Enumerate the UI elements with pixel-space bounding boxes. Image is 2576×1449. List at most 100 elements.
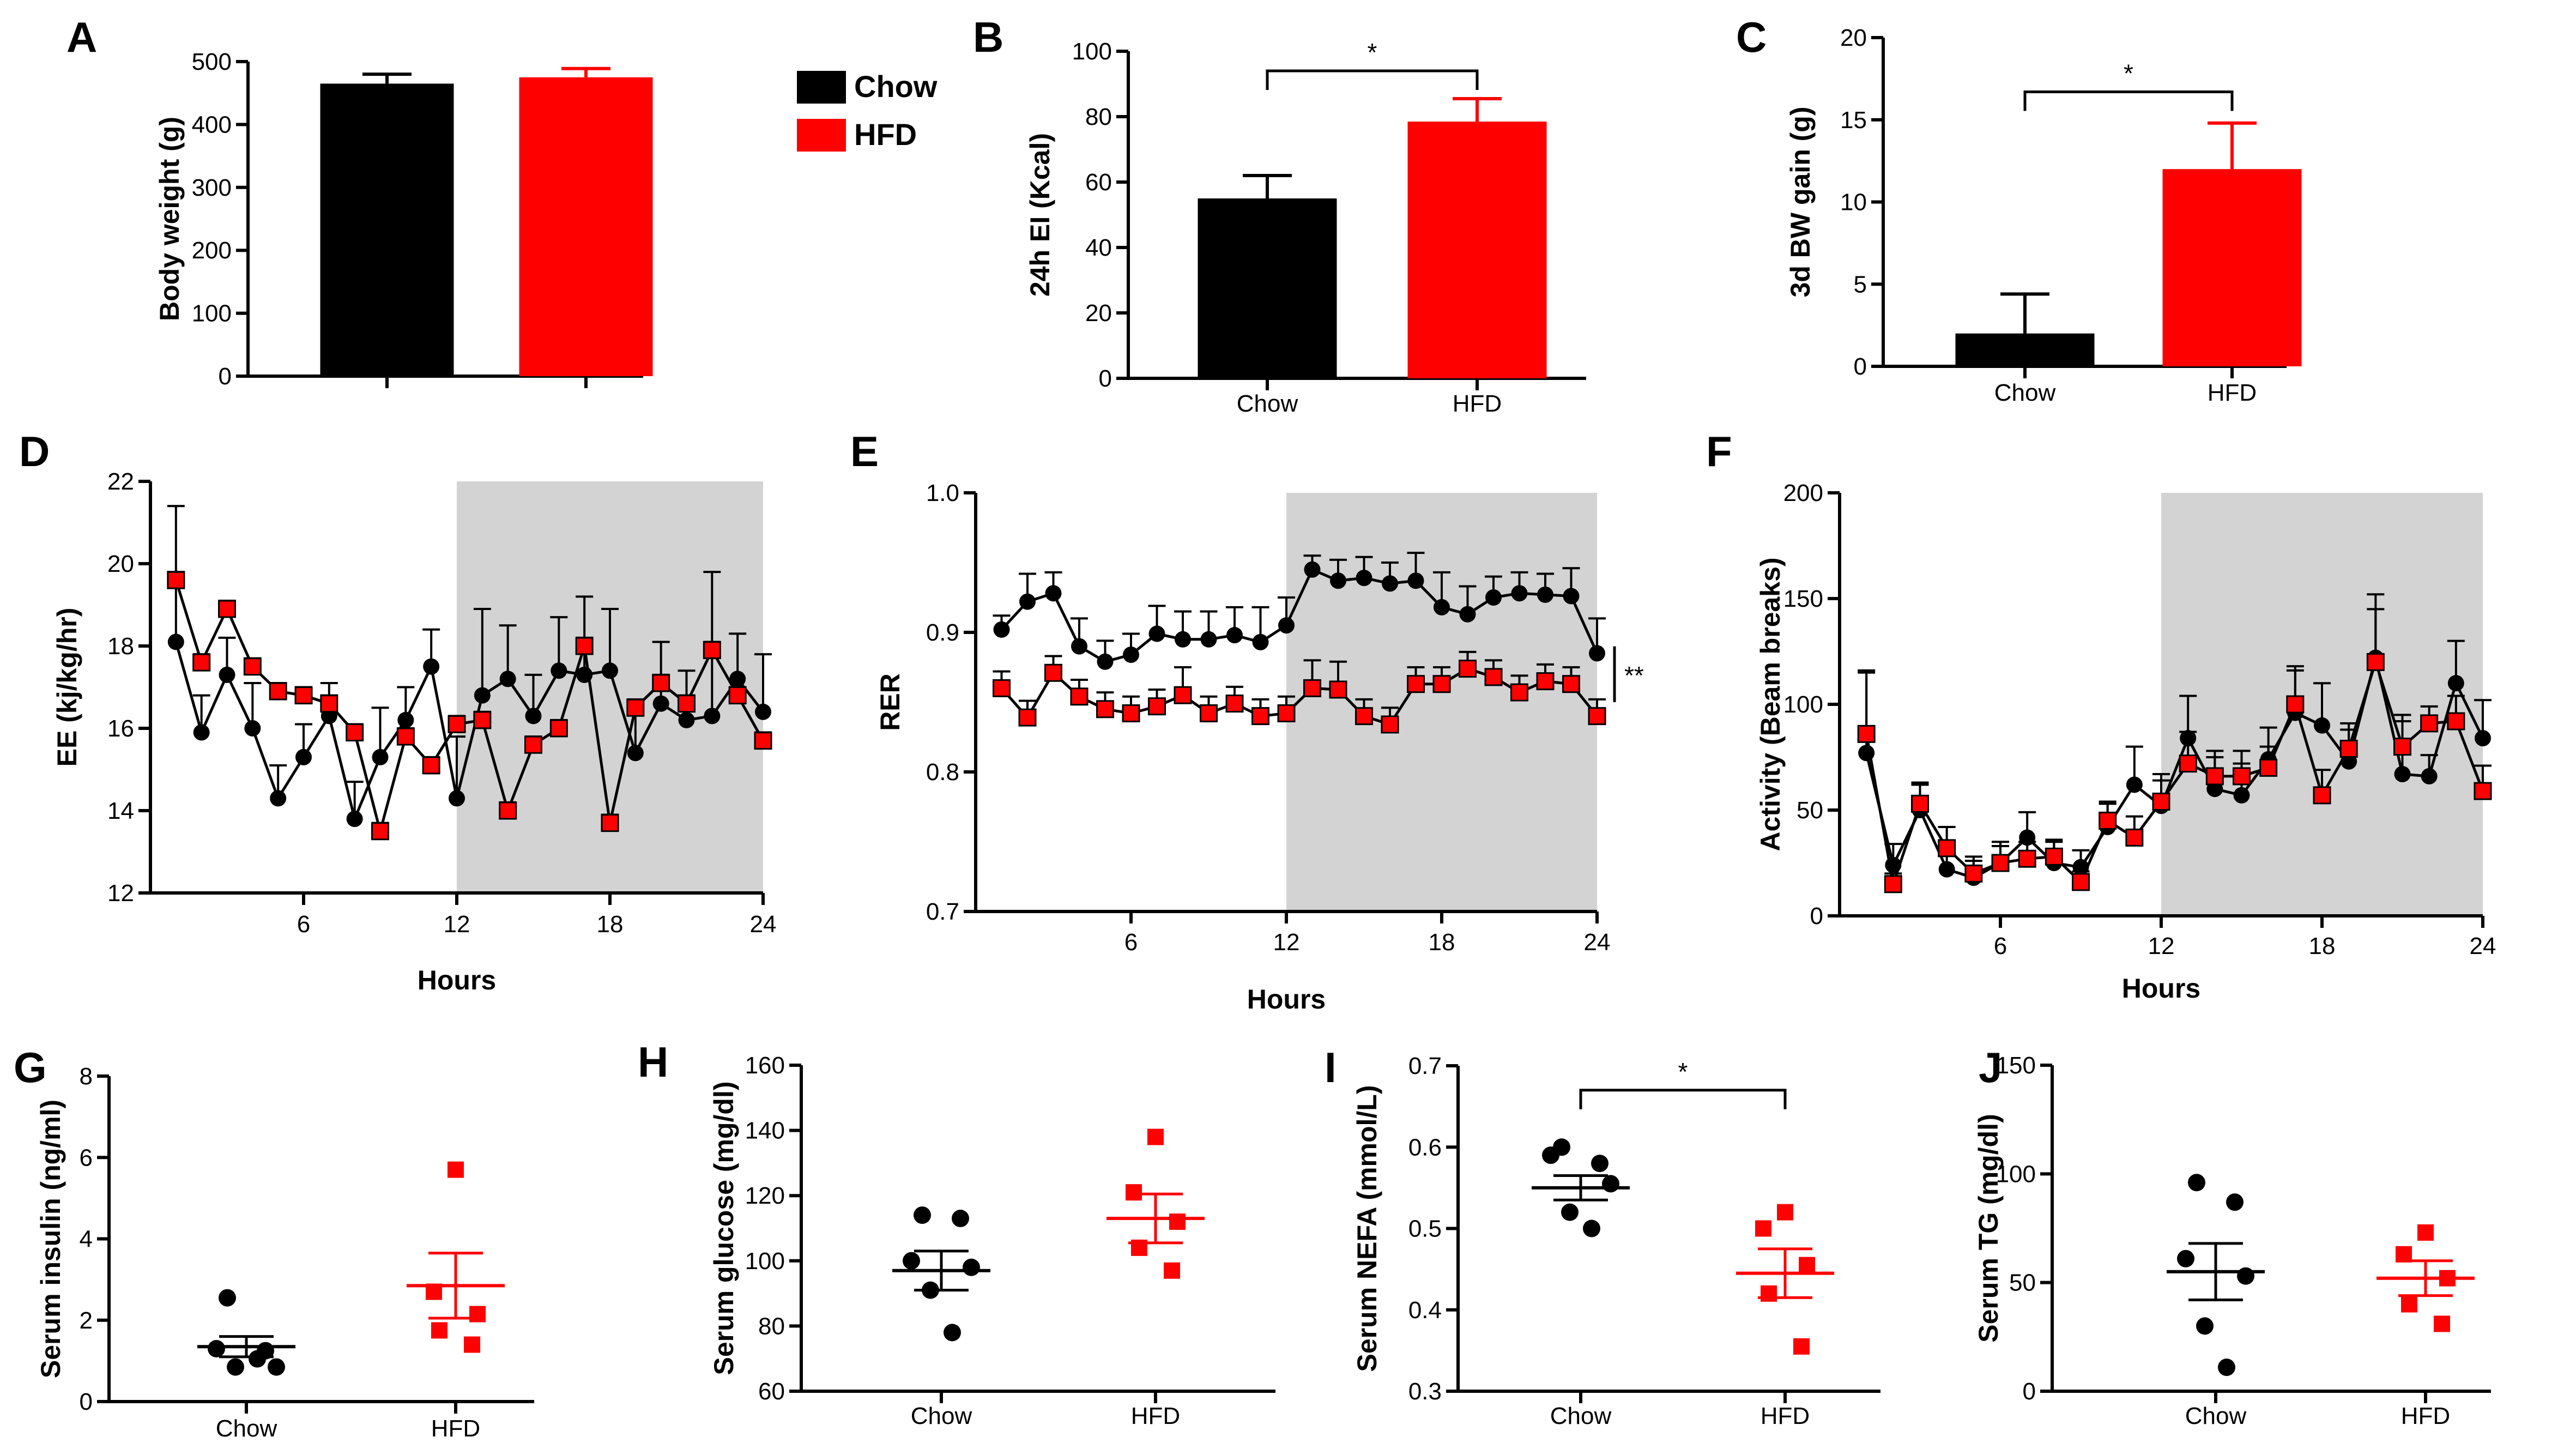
data-point-hfd <box>1884 875 1902 893</box>
y-tick-label: 0 <box>1099 365 1112 392</box>
data-point-hfd <box>2125 828 2144 847</box>
data-point-hfd <box>575 637 594 655</box>
y-tick-label: 50 <box>1797 797 1823 824</box>
panel-label: J <box>1979 1043 2002 1091</box>
data-point-hfd <box>346 723 364 742</box>
data-point-hfd <box>2474 782 2492 800</box>
data-point-chow <box>627 745 644 762</box>
significance-marker: * <box>2124 59 2133 87</box>
data-point-chow <box>1356 570 1372 587</box>
y-tick-label: 2 <box>80 1307 93 1334</box>
bar-chow <box>1198 198 1337 378</box>
y-axis-title: Serum TG (mg/dl) <box>1973 1114 2004 1342</box>
legend-label-hfd: HFD <box>854 117 917 152</box>
data-point-hfd <box>1018 708 1037 727</box>
data-point-chow <box>2218 1359 2235 1376</box>
data-point-chow <box>249 1350 266 1368</box>
data-point-hfd <box>269 682 287 701</box>
data-point-chow <box>1563 588 1580 605</box>
data-point-chow <box>1330 572 1346 589</box>
data-point-hfd <box>601 814 619 832</box>
data-point-chow <box>227 1358 244 1376</box>
data-point-chow <box>1537 586 1553 603</box>
x-axis-title: Hours <box>418 965 496 995</box>
data-point-hfd <box>1164 1262 1180 1279</box>
y-axis-title: Serum glucose (mg/dl) <box>709 1082 739 1375</box>
data-point-hfd <box>1251 707 1269 726</box>
y-tick-label: 5 <box>1854 271 1867 298</box>
significance-marker: ** <box>1624 661 1644 690</box>
dark-phase-shading <box>1286 493 1597 911</box>
legend: Chow HFD <box>797 69 938 152</box>
data-point-hfd <box>703 641 721 660</box>
data-point-chow <box>1278 617 1295 634</box>
data-point-hfd <box>1126 1184 1142 1201</box>
data-point-hfd <box>1200 704 1218 722</box>
panel-label: H <box>638 1038 668 1086</box>
data-point-hfd <box>1329 680 1347 699</box>
data-point-hfd <box>1225 695 1244 713</box>
y-tick-label: 0.7 <box>926 898 959 925</box>
data-point-chow <box>346 811 363 828</box>
data-point-chow <box>1434 599 1450 615</box>
y-tick-label: 1.0 <box>926 480 959 506</box>
data-point-chow <box>268 1358 285 1376</box>
data-point-chow <box>1602 1175 1619 1193</box>
data-point-chow <box>449 790 465 807</box>
y-tick-label: 0.4 <box>1408 1297 1442 1324</box>
data-point-chow <box>755 703 771 720</box>
data-point-hfd <box>1070 687 1089 706</box>
x-tick-label: 6 <box>1994 933 2007 959</box>
y-tick-label: 0 <box>219 363 232 390</box>
significance-bracket <box>2023 90 2234 111</box>
panel-label: G <box>14 1043 47 1091</box>
y-axis-title: 3d BW gain (g) <box>1785 107 1816 298</box>
data-point-chow <box>2394 766 2411 783</box>
panel-label: C <box>1736 13 1767 61</box>
y-tick-label: 0.6 <box>1408 1134 1442 1161</box>
data-point-chow <box>551 662 567 679</box>
data-point-hfd <box>1777 1204 1793 1221</box>
y-tick-label: 0.7 <box>1408 1053 1442 1079</box>
data-point-chow <box>1200 631 1217 648</box>
data-point-hfd <box>1964 864 1983 883</box>
data-point-hfd <box>1277 704 1296 722</box>
panel-F: F 0 50 100 150 200 Activity (Beam breaks) 6 12 18… <box>1706 427 2496 1004</box>
data-point-chow <box>993 621 1010 638</box>
data-point-chow <box>944 1324 961 1342</box>
data-point-hfd <box>549 719 568 738</box>
data-point-hfd <box>1562 675 1580 693</box>
y-axis-title: Body weight (g) <box>154 117 185 321</box>
bar-hfd <box>2162 169 2302 366</box>
y-tick-label: 80 <box>758 1313 785 1339</box>
y-tick-label: 6 <box>80 1144 93 1171</box>
y-tick-label: 160 <box>745 1052 785 1079</box>
data-point-hfd <box>2417 1224 2434 1241</box>
data-point-chow <box>1175 631 1191 648</box>
y-tick-label: 20 <box>1840 25 1867 51</box>
y-tick-label: 40 <box>1085 234 1112 261</box>
data-point-chow <box>704 708 721 724</box>
y-axis-title: Serum NEFA (mmol/L) <box>1352 1085 1382 1372</box>
data-point-chow <box>2233 787 2250 804</box>
data-point-chow <box>1561 1203 1579 1221</box>
data-point-chow <box>193 724 210 741</box>
x-category-label: HFD <box>2208 379 2257 406</box>
data-point-hfd <box>1459 660 1477 678</box>
data-point-chow <box>1511 585 1528 602</box>
data-point-chow <box>1123 646 1139 663</box>
data-point-hfd <box>2045 847 2063 866</box>
y-tick-label: 20 <box>1085 300 1112 327</box>
data-point-hfd <box>2179 754 2197 773</box>
panel-label: B <box>973 13 1003 61</box>
x-category-label: Chow <box>1550 1403 1612 1429</box>
legend-swatch-chow <box>797 71 846 104</box>
data-point-hfd <box>1857 724 1876 743</box>
x-tick-label: 24 <box>1584 929 1611 956</box>
data-point-hfd <box>1755 1220 1771 1237</box>
data-point-chow <box>602 662 618 679</box>
x-category-label: Chow <box>1994 379 2056 406</box>
data-point-chow <box>397 711 414 728</box>
data-point-hfd <box>422 756 440 775</box>
